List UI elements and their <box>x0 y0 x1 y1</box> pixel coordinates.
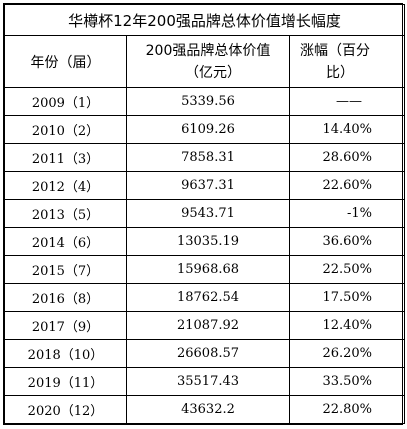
table-row: 2019（11） 35517.43 33.50% <box>4 367 406 396</box>
header-year: 年份（届） <box>4 35 127 88</box>
cell-year: 2012（4） <box>4 171 127 200</box>
table-row: 2016（8） 18762.54 17.50% <box>4 283 406 312</box>
table-title: 华樽杯12年200强品牌总体价值增长幅度 <box>3 4 406 36</box>
cell-value: 18762.54 <box>126 283 290 312</box>
cell-value: 35517.43 <box>126 367 290 396</box>
header-growth: 涨幅（百分 比） <box>288 35 406 88</box>
table-row: 2018（10） 26608.57 26.20% <box>4 339 406 368</box>
table-row: 2012（4） 9637.31 22.60% <box>4 171 406 200</box>
cell-value: 13035.19 <box>126 227 290 256</box>
cell-growth: 12.40% <box>288 311 406 340</box>
table-row: 2017（9） 21087.92 12.40% <box>4 311 406 340</box>
cell-value: 9637.31 <box>126 171 290 200</box>
header-value-line2: （亿元） <box>185 64 241 81</box>
cell-year: 2010（2） <box>4 115 127 144</box>
brand-value-table-sheet: 华樽杯12年200强品牌总体价值增长幅度 年份（届） 200强品牌总体价值 （亿… <box>3 3 406 425</box>
table-row: 2015（7） 15968.68 22.50% <box>4 255 406 284</box>
cell-value: 43632.2 <box>126 395 290 424</box>
cell-value: 7858.31 <box>126 143 290 172</box>
cell-value: 21087.92 <box>126 311 290 340</box>
table-row: 2020（12） 43632.2 22.80% <box>4 395 406 424</box>
cell-value: 26608.57 <box>126 339 290 368</box>
cell-growth: 33.50% <box>288 367 406 396</box>
header-growth-line2: 比） <box>326 64 354 81</box>
cell-growth: 28.60% <box>288 143 406 172</box>
cell-year: 2020（12） <box>4 395 127 424</box>
table-row: 2013（5） 9543.71 -1% <box>4 199 406 228</box>
cell-growth: 17.50% <box>288 283 406 312</box>
brand-value-table: 华樽杯12年200强品牌总体价值增长幅度 年份（届） 200强品牌总体价值 （亿… <box>3 4 406 424</box>
cell-growth: 22.80% <box>288 395 406 424</box>
header-value-line1: 200强品牌总体价值 <box>145 42 271 59</box>
cell-growth: -1% <box>288 199 406 228</box>
cell-year: 2009（1） <box>4 87 127 116</box>
cell-year: 2013（5） <box>4 199 127 228</box>
cell-year: 2019（11） <box>4 367 127 396</box>
cell-growth: —— <box>288 87 406 116</box>
cell-year: 2014（6） <box>4 227 127 256</box>
table-row: 2009（1） 5339.56 —— <box>4 87 406 116</box>
cell-growth: 22.60% <box>288 171 406 200</box>
cell-year: 2018（10） <box>4 339 127 368</box>
cell-growth: 14.40% <box>288 115 406 144</box>
cell-year: 2016（8） <box>4 283 127 312</box>
cell-year: 2017（9） <box>4 311 127 340</box>
header-growth-line1: 涨幅（百分 <box>300 42 370 59</box>
cell-growth: 36.60% <box>288 227 406 256</box>
table-row: 2010（2） 6109.26 14.40% <box>4 115 406 144</box>
cell-growth: 26.20% <box>288 339 406 368</box>
cell-year: 2015（7） <box>4 255 127 284</box>
cell-value: 15968.68 <box>126 255 290 284</box>
table-row: 2011（3） 7858.31 28.60% <box>4 143 406 172</box>
cell-value: 6109.26 <box>126 115 290 144</box>
cell-value: 5339.56 <box>126 87 290 116</box>
header-value: 200强品牌总体价值 （亿元） <box>126 35 290 88</box>
cell-year: 2011（3） <box>4 143 127 172</box>
table-row: 2014（6） 13035.19 36.60% <box>4 227 406 256</box>
cell-value: 9543.71 <box>126 199 290 228</box>
cell-growth: 22.50% <box>288 255 406 284</box>
